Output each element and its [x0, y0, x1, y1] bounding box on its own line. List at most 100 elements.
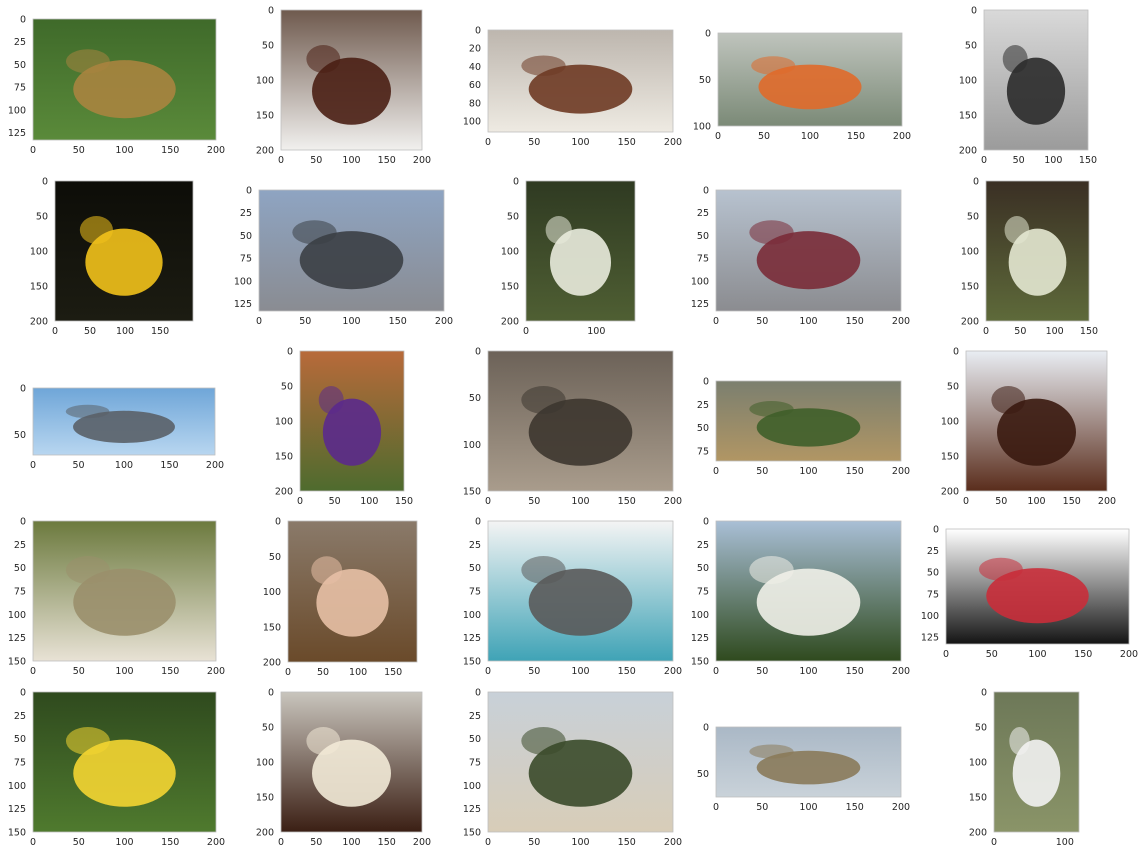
x-tick-label: 50 — [528, 837, 540, 848]
image-panel: 0 50 100 150 200 0 25 50 75 100 125 — [921, 525, 1138, 661]
image-panel: 0 50 100 150 200 0 50 100 — [693, 29, 911, 143]
y-tick-label: 125 — [691, 633, 709, 644]
image-panel: 0 50 100 150 200 0 50 — [14, 384, 224, 472]
y-tick-label: 50 — [469, 393, 481, 404]
x-tick-label: 50 — [73, 145, 85, 156]
x-tick-label: 0 — [297, 496, 303, 507]
x-tick-label: 50 — [758, 131, 770, 142]
y-tick-label: 40 — [469, 62, 481, 73]
y-tick-label: 75 — [14, 758, 26, 769]
photo-subject — [73, 568, 176, 636]
y-tick-label: 200 — [275, 487, 293, 498]
y-tick-label: 0 — [268, 688, 274, 699]
x-tick-label: 50 — [317, 667, 329, 678]
x-tick-label: 200 — [1120, 649, 1138, 660]
photo-detail — [545, 216, 572, 244]
y-tick-label: 0 — [20, 15, 26, 26]
photo-subject — [73, 410, 175, 443]
axes-frame — [287, 520, 418, 663]
y-tick-label: 100 — [463, 117, 481, 128]
photo-subject — [756, 568, 861, 636]
x-tick-label: 0 — [256, 316, 262, 327]
y-tick-label: 100 — [961, 247, 979, 258]
axes-frame — [717, 32, 903, 127]
y-tick-label: 150 — [256, 111, 274, 122]
x-tick-label: 150 — [618, 666, 636, 677]
x-tick-label: 0 — [713, 802, 719, 813]
y-tick-label: 25 — [697, 400, 709, 411]
axes-frame — [487, 350, 674, 492]
x-tick-label: 0 — [485, 837, 491, 848]
x-tick-label: 150 — [847, 131, 865, 142]
y-tick-label: 0 — [475, 347, 481, 358]
image-panel: 0 50 100 150 200 0 50 100 150 200 — [941, 347, 1116, 508]
y-tick-label: 125 — [8, 128, 26, 139]
y-tick-label: 100 — [969, 758, 987, 769]
x-tick-label: 0 — [715, 131, 721, 142]
x-tick-label: 200 — [893, 131, 911, 142]
y-tick-label: 50 — [240, 231, 252, 242]
photo-detail — [521, 386, 566, 414]
photo-subject — [73, 60, 176, 119]
x-tick-label: 200 — [664, 837, 682, 848]
y-tick-label: 50 — [469, 734, 481, 745]
image-panel: 0 50 100 150 0 50 100 150 200 — [275, 347, 413, 508]
y-tick-label: 200 — [969, 828, 987, 839]
y-tick-label: 50 — [507, 212, 519, 223]
y-tick-label: 125 — [463, 804, 481, 815]
photo-detail — [521, 727, 566, 755]
y-tick-label: 0 — [513, 177, 519, 188]
axes-frame — [487, 29, 674, 133]
x-tick-label: 150 — [618, 837, 636, 848]
x-tick-label: 200 — [892, 666, 910, 677]
axes-frame — [965, 350, 1108, 492]
x-tick-label: 0 — [991, 837, 997, 848]
image-panel: 0 50 100 150 200 0 50 100 150 200 — [256, 6, 431, 167]
y-tick-label: 150 — [961, 282, 979, 293]
y-tick-label: 100 — [8, 781, 26, 792]
x-tick-label: 50 — [73, 837, 85, 848]
x-tick-label: 100 — [571, 837, 589, 848]
y-tick-label: 50 — [14, 60, 26, 71]
x-tick-label: 100 — [115, 837, 133, 848]
x-tick-label: 100 — [799, 666, 817, 677]
axes-frame — [715, 726, 902, 798]
x-tick-label: 50 — [528, 496, 540, 507]
y-tick-label: 150 — [501, 282, 519, 293]
x-tick-label: 150 — [161, 145, 179, 156]
y-tick-label: 50 — [14, 430, 26, 441]
photo-subject — [1008, 228, 1067, 296]
x-tick-label: 0 — [278, 837, 284, 848]
x-tick-label: 200 — [207, 145, 225, 156]
image-panel: 0 50 100 150 200 0 25 50 75 100 125 150 — [463, 517, 682, 678]
y-tick-label: 50 — [927, 568, 939, 579]
y-tick-label: 20 — [469, 44, 481, 55]
x-tick-label: 150 — [1079, 155, 1097, 166]
x-tick-label: 150 — [378, 837, 396, 848]
photo-detail — [292, 220, 337, 245]
x-tick-label: 200 — [1098, 496, 1116, 507]
y-tick-label: 0 — [268, 6, 274, 17]
image-panel: 0 50 100 150 200 0 25 50 75 100 125 — [234, 186, 453, 328]
x-tick-label: 150 — [389, 316, 407, 327]
y-tick-label: 125 — [8, 804, 26, 815]
x-tick-label: 150 — [378, 155, 396, 166]
x-tick-label: 100 — [1027, 496, 1045, 507]
y-tick-label: 150 — [691, 657, 709, 668]
y-tick-label: 25 — [697, 540, 709, 551]
image-panel: 0 50 100 150 0 50 100 150 200 — [961, 177, 1098, 338]
x-tick-label: 100 — [342, 155, 360, 166]
photo-detail — [1004, 216, 1030, 244]
photo-detail — [65, 404, 110, 419]
x-tick-label: 200 — [892, 466, 910, 477]
axes-frame — [32, 691, 217, 833]
image-panel: 0 50 100 150 200 0 25 50 75 100 125 150 — [463, 688, 682, 849]
x-tick-label: 150 — [846, 466, 864, 477]
photo-detail — [65, 556, 110, 584]
image-panel: 0 50 100 150 0 50 100 150 200 — [30, 177, 194, 337]
x-tick-label: 0 — [983, 326, 989, 337]
y-tick-label: 150 — [8, 828, 26, 839]
image-panel: 0 50 100 150 0 50 100 150 200 — [959, 6, 1097, 167]
x-tick-label: 100 — [342, 837, 360, 848]
x-tick-label: 100 — [571, 137, 589, 148]
